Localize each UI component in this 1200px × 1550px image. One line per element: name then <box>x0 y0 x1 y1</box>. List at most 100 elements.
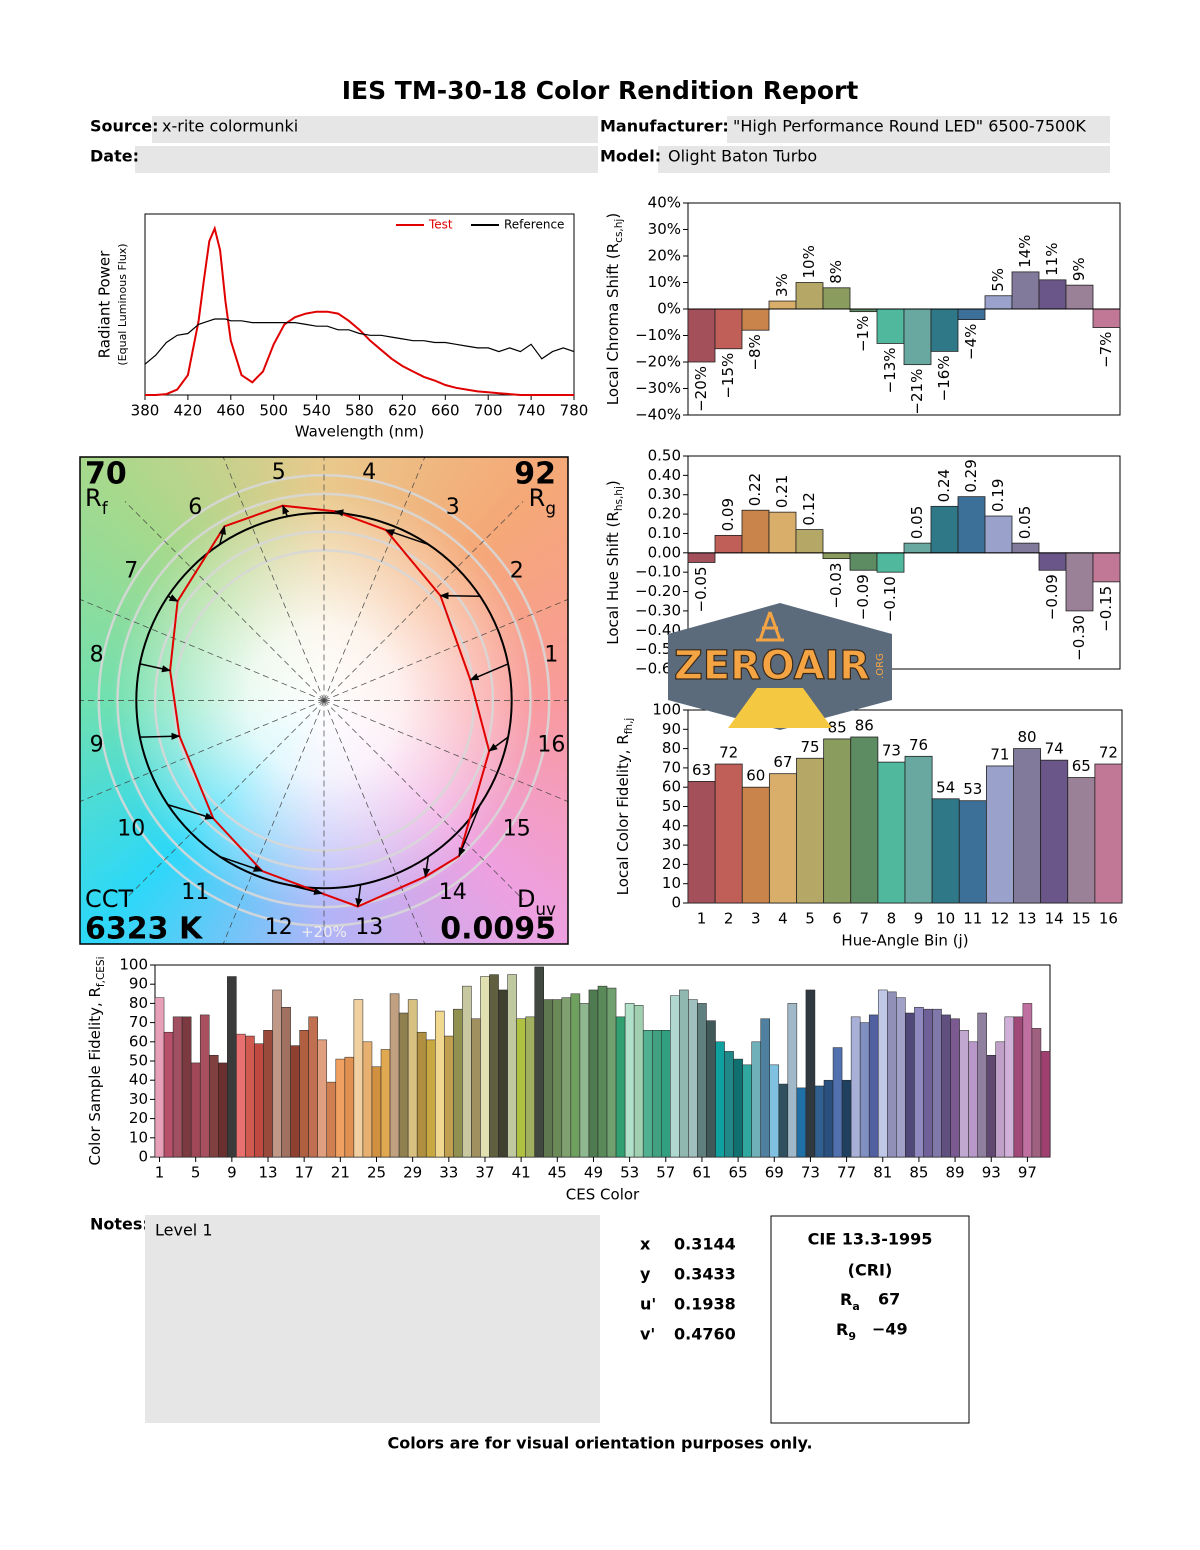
bar <box>859 1022 870 1158</box>
bar <box>245 1035 255 1158</box>
bin-label: 11 <box>181 880 209 905</box>
bin-label: 12 <box>265 915 293 940</box>
x-tick-label: 33 <box>439 1164 458 1182</box>
chroma-label: v' <box>640 1325 655 1344</box>
y-tick-label: 40% <box>648 194 681 212</box>
bar <box>281 1006 291 1158</box>
bar <box>903 308 932 366</box>
bar <box>714 763 743 904</box>
bar <box>606 987 617 1158</box>
x-axis-label: Wavelength (nm) <box>295 423 425 441</box>
bar <box>679 989 689 1158</box>
bar <box>914 1006 924 1158</box>
x-tick-label: 85 <box>909 1164 928 1182</box>
bar <box>172 1016 183 1158</box>
bar <box>371 1066 382 1158</box>
x-axis-label: Hue-Angle Bin (j) <box>841 932 968 950</box>
y-tick-label: 50 <box>129 1052 148 1070</box>
bin-boundary <box>323 700 568 802</box>
x-tick-label: 7 <box>860 910 870 928</box>
bar <box>507 974 517 1158</box>
bar <box>236 1033 246 1158</box>
y-tick-label: 0.00 <box>648 543 681 561</box>
x-tick-label: 380 <box>131 402 160 420</box>
x-tick-label: 17 <box>295 1164 314 1182</box>
value-label: 5% <box>989 268 1007 292</box>
bar <box>932 1008 942 1158</box>
bar <box>904 755 933 904</box>
value-label: 0.12 <box>800 492 818 525</box>
bar <box>687 308 716 363</box>
x-tick-label: 45 <box>548 1164 567 1182</box>
bin-boundary <box>222 457 325 701</box>
charts: 380 420 460 500 540 580 620 660 700 740 780Wavelen… <box>79 194 1123 1204</box>
ring <box>116 492 532 909</box>
bar <box>290 1045 300 1158</box>
bin-boundary <box>323 457 426 701</box>
bar <box>416 1031 427 1158</box>
bar <box>905 1012 915 1158</box>
value-label: −21% <box>908 369 926 415</box>
reference-circle <box>135 511 513 890</box>
y-tick-label: 10 <box>129 1128 148 1146</box>
duv-label-main: D <box>517 885 535 913</box>
y-tick-label: 70 <box>129 1013 148 1031</box>
y-tick-label: 0 <box>138 1148 148 1166</box>
value-label: 0.22 <box>746 473 764 506</box>
bar <box>425 1039 436 1158</box>
x-tick-label: 65 <box>729 1164 748 1182</box>
value-label: 65 <box>1072 757 1091 775</box>
value-label: 0.21 <box>773 475 791 508</box>
y-tick-label: −0.30 <box>635 601 681 619</box>
field-label: Manufacturer: <box>600 117 729 136</box>
logo-suffix: .ORG <box>875 653 886 679</box>
bar <box>957 308 986 321</box>
value-label: 80 <box>1018 728 1037 746</box>
bar <box>633 1005 644 1158</box>
cri-value: −49 <box>872 1320 908 1339</box>
bar <box>380 1049 391 1158</box>
bar <box>868 1014 879 1158</box>
shift-arrow <box>219 855 263 872</box>
y-tick-label: 50 <box>662 797 681 815</box>
rg-value: 92 <box>514 457 556 492</box>
value-label: 76 <box>909 736 928 754</box>
bar <box>263 1030 273 1158</box>
bar <box>768 773 797 904</box>
y-axis-label-tail: ) <box>604 213 622 219</box>
x-tick-label: 2 <box>724 910 734 928</box>
bin-label: 6 <box>188 495 202 520</box>
x-tick-label: 5 <box>191 1164 201 1182</box>
bin-label: 15 <box>503 816 531 841</box>
bar <box>823 1079 834 1158</box>
y-axis-label: Local Color Fidelity, Rfh,j <box>614 718 636 896</box>
value-label: 71 <box>990 745 1009 763</box>
x-tick-label: 69 <box>765 1164 784 1182</box>
bar <box>995 1041 1006 1158</box>
bin-boundary <box>323 501 524 701</box>
value-label: 0.05 <box>1016 506 1034 539</box>
bar <box>389 993 400 1158</box>
x-tick-label: 13 <box>258 1164 277 1182</box>
bar <box>796 757 825 904</box>
value-label: 74 <box>1045 740 1064 758</box>
duv-label-sub: uv <box>535 899 556 919</box>
logo-text: ZEROAIR <box>674 643 870 689</box>
x-tick-label: 15 <box>1072 910 1091 928</box>
field-box <box>727 116 1110 143</box>
bar <box>1004 1016 1015 1158</box>
field-box <box>135 146 598 173</box>
y-tick-label: −30% <box>635 379 681 397</box>
x-tick-label: 1 <box>697 910 707 928</box>
bar <box>958 800 987 904</box>
bar <box>814 1085 825 1158</box>
value-label: 11% <box>1043 243 1061 276</box>
duv-value: 0.0095 <box>440 912 556 947</box>
bar <box>768 300 797 310</box>
bar <box>326 1081 337 1158</box>
shift-arrow <box>488 736 509 752</box>
bin-boundary <box>124 700 325 900</box>
shift-arrow <box>218 525 226 545</box>
bar <box>985 765 1014 904</box>
